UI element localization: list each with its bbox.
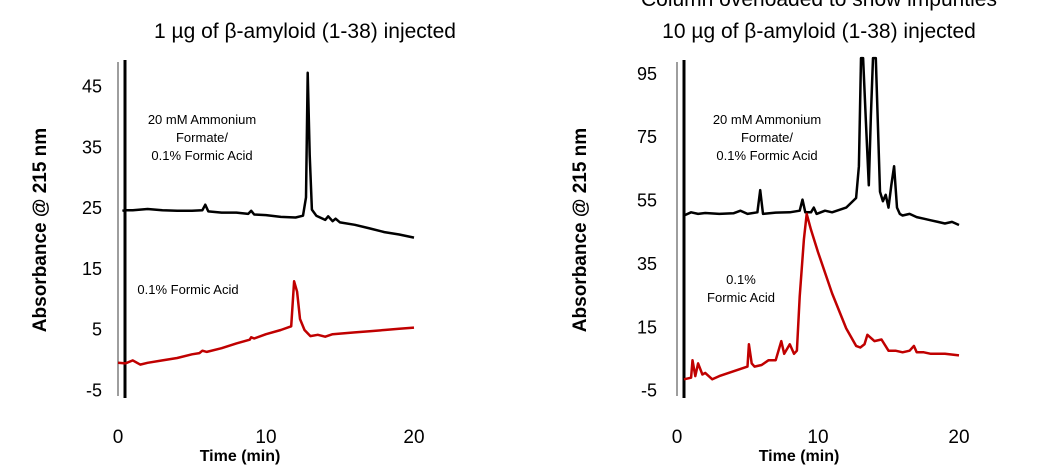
chart-left-ytick: 35	[82, 138, 102, 158]
chart-right-xtick: 0	[672, 427, 683, 448]
chart-right-series-formic-acid	[683, 212, 960, 381]
chart-right-y-ticks: 95 75 55 35 15 -5	[637, 64, 657, 401]
chart-left-x-label: Time (min)	[200, 448, 281, 465]
chart-left-ytick: -5	[86, 381, 102, 401]
chart-right-annotation-formic-line2: Formic Acid	[707, 290, 775, 305]
chart-right-ytick: 15	[637, 318, 657, 338]
chart-right-ytick: 75	[637, 127, 657, 147]
chart-right-xtick: 10	[807, 427, 828, 448]
chart-left-xtick: 0	[113, 427, 124, 448]
chart-left: 1 µg of β-amyloid (1-38) injected 45 35 …	[30, 20, 456, 465]
chart-right-annotation-ammonium-line2: Formate/	[741, 130, 793, 145]
chart-right-series-group	[683, 56, 960, 381]
chart-left-annotation-ammonium-line2: Formate/	[176, 130, 228, 145]
chart-left-series-formic-acid	[117, 280, 415, 366]
chart-right: Column overloaded to show impurities 10 …	[570, 0, 997, 465]
chart-right-ytick: 55	[637, 191, 657, 211]
chart-right-ytick: -5	[641, 381, 657, 401]
chart-right-ytick: 95	[637, 64, 657, 84]
chart-right-xtick: 20	[948, 427, 969, 448]
chart-left-xtick: 20	[403, 427, 424, 448]
chart-left-series-ammonium-formate	[122, 71, 415, 239]
chart-left-ytick: 25	[82, 198, 102, 218]
chart-left-x-ticks: 0 10 20	[113, 427, 425, 448]
chart-left-xtick: 10	[255, 427, 276, 448]
chart-right-ytick: 35	[637, 254, 657, 274]
chart-right-title: 10 µg of β-amyloid (1-38) injected	[662, 20, 976, 43]
chart-right-subtitle: Column overloaded to show impurities	[641, 0, 997, 11]
chart-right-annotation-formic-line1: 0.1%	[726, 272, 756, 287]
chart-left-title: 1 µg of β-amyloid (1-38) injected	[154, 20, 456, 43]
chart-left-y-ticks: 45 35 25 15 5 -5	[82, 77, 102, 401]
chart-left-annotation-ammonium-line3: 0.1% Formic Acid	[151, 148, 252, 163]
chart-left-ytick: 5	[92, 320, 102, 340]
chart-left-ytick: 45	[82, 77, 102, 97]
chart-left-ytick: 15	[82, 259, 102, 279]
chart-left-series-group	[117, 71, 415, 366]
chart-right-x-label: Time (min)	[759, 448, 840, 465]
chart-left-annotation-formic: 0.1% Formic Acid	[137, 282, 238, 297]
chart-left-y-label: Absorbance @ 215 nm	[30, 128, 51, 332]
chart-right-series-ammonium-formate	[683, 56, 960, 227]
chart-right-y-label: Absorbance @ 215 nm	[570, 128, 591, 332]
chart-left-annotation-ammonium-line1: 20 mM Ammonium	[148, 112, 256, 127]
chart-right-x-ticks: 0 10 20	[672, 427, 970, 448]
chart-right-annotation-ammonium-line3: 0.1% Formic Acid	[716, 148, 817, 163]
chart-right-annotation-ammonium-line1: 20 mM Ammonium	[713, 112, 821, 127]
